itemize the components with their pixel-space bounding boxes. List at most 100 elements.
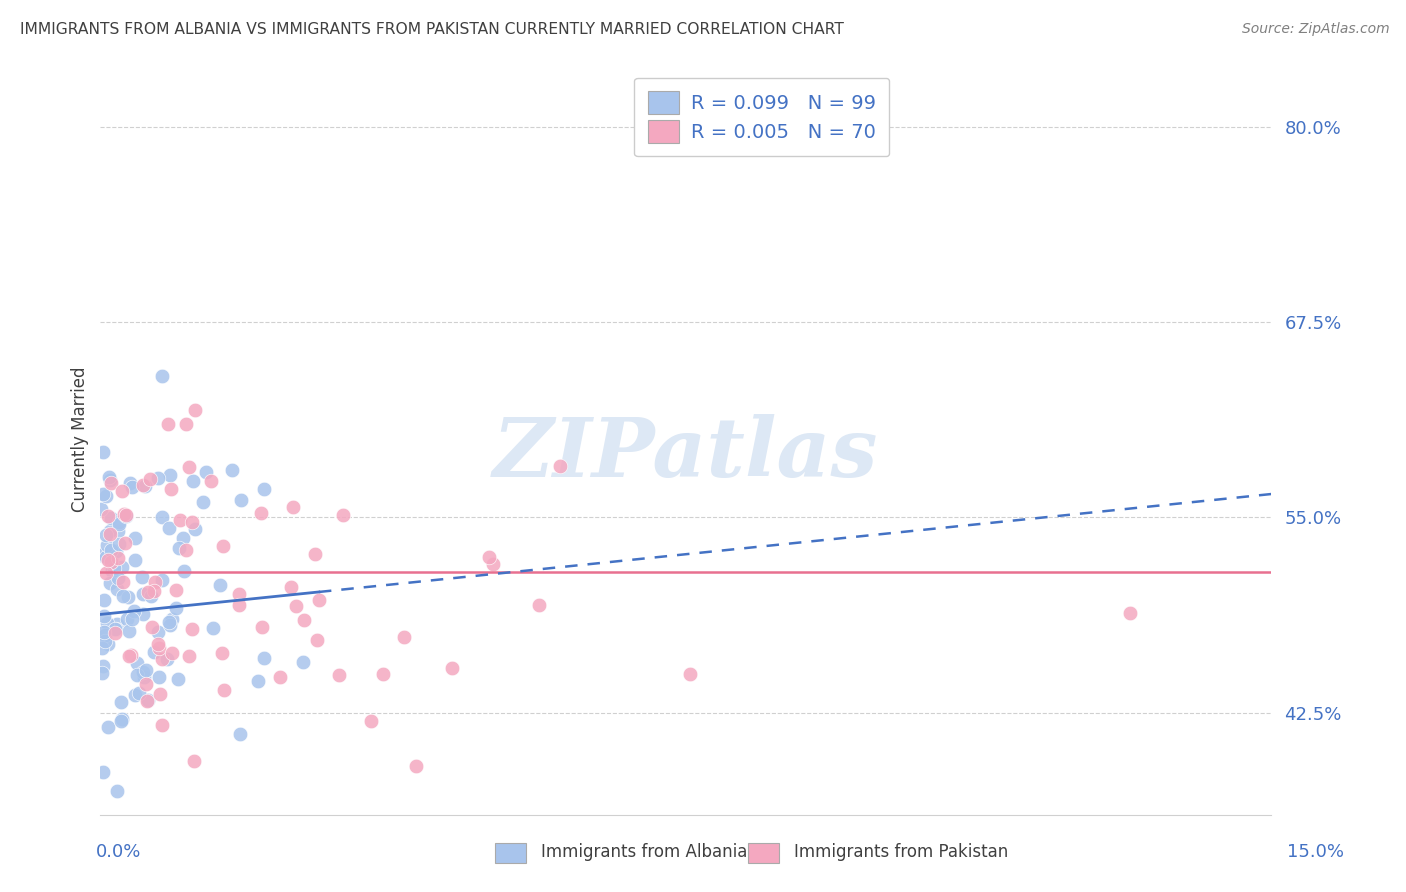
Point [165, 583, 187, 598]
Point [96, 616, 118, 631]
Point [228, 587, 250, 601]
Point [135, 694, 157, 708]
Point [174, 417, 197, 432]
Point [100, 552, 122, 566]
Point [111, 574, 134, 589]
Point [91, 444, 114, 458]
Y-axis label: Currently Married: Currently Married [72, 367, 89, 512]
Point [181, 515, 204, 529]
Point [527, 598, 550, 612]
Point [97, 637, 120, 651]
Point [128, 686, 150, 700]
Point [285, 599, 308, 614]
Point [104, 544, 127, 558]
Point [91, 765, 114, 780]
Point [107, 524, 129, 539]
Point [294, 613, 316, 627]
Point [156, 652, 179, 666]
Point [132, 665, 155, 679]
Point [179, 460, 201, 475]
Point [105, 784, 128, 798]
Point [122, 604, 145, 618]
Point [96, 528, 118, 542]
Point [118, 648, 141, 663]
Point [107, 571, 129, 585]
Point [120, 648, 142, 662]
Point [114, 535, 136, 549]
Point [162, 612, 184, 626]
Point [135, 677, 157, 691]
Point [183, 755, 205, 769]
Point [100, 543, 122, 558]
Point [125, 668, 148, 682]
Point [127, 656, 149, 670]
Point [124, 688, 146, 702]
Text: Source: ZipAtlas.com: Source: ZipAtlas.com [1241, 22, 1389, 37]
Point [201, 621, 224, 635]
Point [160, 646, 183, 660]
Point [173, 565, 195, 579]
Point [212, 683, 235, 698]
Point [97, 508, 120, 523]
Point [111, 712, 134, 726]
Point [91, 640, 114, 655]
Point [177, 648, 200, 663]
Point [292, 656, 315, 670]
Point [212, 539, 235, 553]
Point [328, 668, 350, 682]
Point [134, 670, 156, 684]
Legend: R = 0.099   N = 99, R = 0.005   N = 70: R = 0.099 N = 99, R = 0.005 N = 70 [634, 78, 890, 156]
Point [548, 459, 571, 474]
Point [90, 549, 112, 563]
Point [308, 593, 330, 607]
Point [124, 532, 146, 546]
Point [157, 521, 180, 535]
Point [131, 570, 153, 584]
Point [105, 617, 128, 632]
Point [143, 645, 166, 659]
Point [1119, 607, 1142, 621]
Point [405, 758, 427, 772]
Point [118, 624, 141, 638]
Point [121, 612, 143, 626]
Point [269, 670, 291, 684]
Point [174, 542, 197, 557]
Point [146, 624, 169, 639]
Point [115, 612, 138, 626]
Point [150, 718, 173, 732]
Point [98, 473, 121, 487]
Point [194, 466, 217, 480]
Point [228, 727, 250, 741]
Point [478, 549, 501, 564]
Text: Immigrants from Albania: Immigrants from Albania [541, 843, 748, 861]
Point [159, 618, 181, 632]
Point [253, 650, 276, 665]
Point [166, 672, 188, 686]
Point [96, 549, 118, 564]
Point [139, 472, 162, 486]
Point [146, 637, 169, 651]
Point [165, 600, 187, 615]
Point [135, 663, 157, 677]
Point [150, 369, 173, 384]
Point [93, 593, 115, 607]
Point [307, 633, 329, 648]
Point [108, 537, 131, 551]
Point [98, 575, 121, 590]
Point [93, 609, 115, 624]
Point [249, 506, 271, 520]
Point [183, 403, 205, 417]
Point [97, 720, 120, 734]
Point [111, 560, 134, 574]
Point [98, 527, 121, 541]
Point [148, 640, 170, 655]
Point [104, 626, 127, 640]
Point [678, 667, 700, 681]
Text: ZIPatlas: ZIPatlas [494, 414, 879, 494]
Point [134, 479, 156, 493]
Point [97, 553, 120, 567]
Point [482, 557, 505, 571]
Point [93, 624, 115, 639]
Text: 0.0%: 0.0% [96, 843, 141, 861]
Point [141, 620, 163, 634]
